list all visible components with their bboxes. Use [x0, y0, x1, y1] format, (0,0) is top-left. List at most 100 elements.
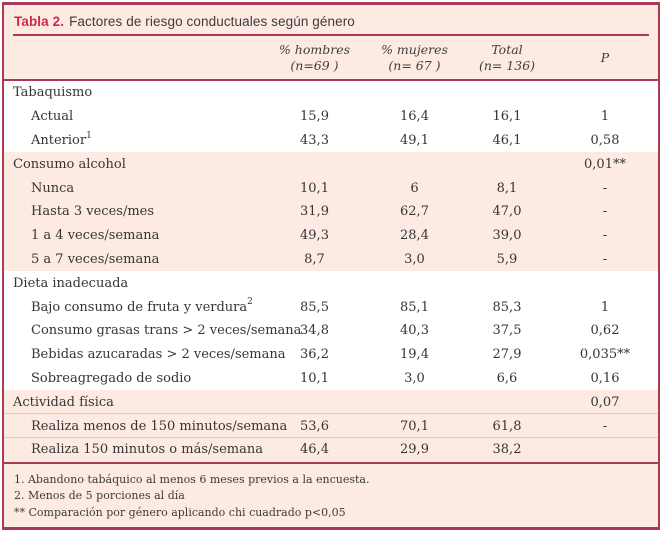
cell-p: - [602, 228, 608, 244]
table-row: Actual 15,9 16,4 16,1 1 [4, 104, 658, 129]
cell-hombres: 15,9 [300, 109, 329, 125]
cell-hombres: 10,1 [300, 180, 329, 196]
table-number-label: Tabla 2. [14, 13, 65, 29]
row-label: 1 a 4 veces/semana [31, 228, 160, 244]
row-label: Bebidas azucaradas > 2 veces/semana [31, 347, 286, 363]
section-row: Tabaquismo [4, 81, 658, 105]
table-row: Bebidas azucaradas > 2 veces/semana 36,2 1… [4, 342, 658, 367]
cell-mujeres: 49,1 [400, 132, 429, 148]
section-row: Actividad física 0,07 [4, 390, 658, 414]
row-label: Hasta 3 veces/mes [31, 204, 155, 220]
section-row: Consumo alcohol 0,01** [4, 152, 658, 176]
cell-hombres: 31,9 [300, 204, 329, 220]
row-label: Actual [31, 109, 74, 125]
cell-p: - [602, 204, 608, 220]
cell-mujeres: 3,0 [404, 251, 425, 267]
header-col-total: Total (n= 136) [462, 36, 552, 79]
cell-mujeres: 6 [410, 180, 419, 196]
row-label: Consumo grasas trans > 2 veces/semana [31, 323, 302, 339]
table-row: Realiza menos de 150 minutos/semana 53,6 7… [4, 414, 658, 438]
cell-p: 0,16 [590, 370, 620, 386]
cell-hombres: 43,3 [300, 132, 329, 148]
footnote-marker: 1 [86, 130, 92, 141]
cell-mujeres: 29,9 [400, 442, 429, 458]
row-label: Dieta inadecuada [13, 275, 129, 291]
table-row: Anterior1 43,3 49,1 46,1 0,58 [4, 128, 658, 153]
table-row: Realiza 150 minutos o más/semana 46,4 29,9… [4, 438, 658, 462]
cell-p: 0,01** [584, 156, 626, 172]
cell-p: - [602, 418, 608, 434]
footnote-marker: 2 [247, 297, 253, 308]
table-body: Tabaquismo Actual 15,9 16,4 16,1 1 Anterior1 43… [4, 81, 658, 462]
cell-hombres: 36,2 [300, 347, 329, 363]
header-line2: (n=69 ) [290, 58, 339, 73]
cell-total: 6,6 [496, 370, 518, 386]
cell-p: 1 [600, 299, 610, 315]
header-line1: Total [491, 42, 523, 57]
header-label-spacer [4, 36, 262, 79]
table-row: Sobreagregado de sodio 10,1 3,0 6,6 0,16 [4, 366, 658, 391]
footnote-line: ** Comparación por género aplicando chi … [14, 505, 346, 519]
cell-total: 46,1 [492, 132, 522, 148]
cell-p: 0,58 [590, 132, 620, 148]
section-row: Dieta inadecuada [4, 271, 658, 296]
row-label: 5 a 7 veces/semana [31, 251, 160, 267]
cell-p: 1 [600, 109, 610, 125]
header-line1: P [600, 50, 610, 65]
row-label: Nunca [31, 180, 75, 196]
table-row: 5 a 7 veces/semana 8,7 3,0 5,9 - [4, 248, 658, 272]
row-label: Actividad física [13, 394, 114, 410]
cell-total: 27,9 [492, 347, 522, 363]
row-label: Realiza 150 minutos o más/semana [31, 442, 263, 458]
row-label: Bajo consumo de fruta y verdura2 [31, 297, 253, 315]
cell-total: 16,1 [492, 109, 522, 125]
header-line1: % hombres [278, 42, 351, 57]
row-label: Sobreagregado de sodio [31, 370, 192, 386]
header-col-hombres: % hombres (n=69 ) [262, 36, 367, 79]
header-col-p: P [552, 36, 658, 79]
row-label: Realiza menos de 150 minutos/semana [31, 418, 288, 434]
cell-total: 61,8 [492, 418, 522, 434]
row-label: Tabaquismo [13, 85, 93, 101]
cell-hombres: 8,7 [304, 251, 325, 267]
cell-total: 39,0 [492, 228, 522, 244]
cell-total: 8,1 [496, 180, 518, 196]
cell-total: 37,5 [492, 323, 522, 339]
cell-mujeres: 28,4 [400, 228, 429, 244]
table-row: Consumo grasas trans > 2 veces/semana 34,… [4, 318, 658, 343]
header-col-mujeres: % mujeres (n= 67 ) [367, 36, 462, 79]
table-row: Nunca 10,1 6 8,1 - [4, 176, 658, 200]
cell-mujeres: 3,0 [404, 370, 425, 386]
header-line2: (n= 136) [478, 58, 536, 73]
table-header: % hombres (n=69 )% mujeres (n= 67 ) Total (n… [4, 36, 658, 81]
footnotes: 1. Abandono tabáquico al menos 6 meses p… [4, 464, 658, 522]
table-row: Hasta 3 veces/mes 31,9 62,7 47,0 - [4, 200, 658, 224]
cell-total: 85,3 [492, 299, 522, 315]
table-title: Tabla 2. Factores de riesgo conductuales… [4, 5, 658, 34]
footnote-line: 1. Abandono tabáquico al menos 6 meses p… [14, 472, 370, 486]
cell-total: 47,0 [492, 204, 522, 220]
cell-mujeres: 70,1 [400, 418, 429, 434]
cell-total: 5,9 [496, 251, 518, 267]
table-row: 1 a 4 veces/semana 49,3 28,4 39,0 - [4, 224, 658, 248]
row-label: Consumo alcohol [13, 156, 126, 172]
table-row: Bajo consumo de fruta y verdura2 85,5 85,1… [4, 295, 658, 319]
cell-mujeres: 62,7 [400, 204, 429, 220]
header-line2: (n= 67 ) [388, 58, 441, 73]
cell-total: 38,2 [492, 442, 522, 458]
row-label: Anterior1 [31, 130, 92, 148]
cell-p: - [602, 180, 608, 196]
cell-p: 0,07 [590, 394, 620, 410]
cell-mujeres: 40,3 [400, 323, 429, 339]
cell-p: - [602, 251, 608, 267]
cell-hombres: 85,5 [300, 299, 329, 315]
cell-hombres: 49,3 [300, 228, 329, 244]
cell-p: 0,035** [579, 347, 631, 363]
cell-mujeres: 16,4 [400, 109, 429, 125]
footnote-line: 2. Menos de 5 porciones al día [14, 489, 185, 503]
cell-hombres: 53,6 [300, 418, 329, 434]
cell-hombres: 10,1 [300, 370, 329, 386]
header-line1: % mujeres [381, 42, 448, 57]
title-rule [13, 34, 649, 36]
